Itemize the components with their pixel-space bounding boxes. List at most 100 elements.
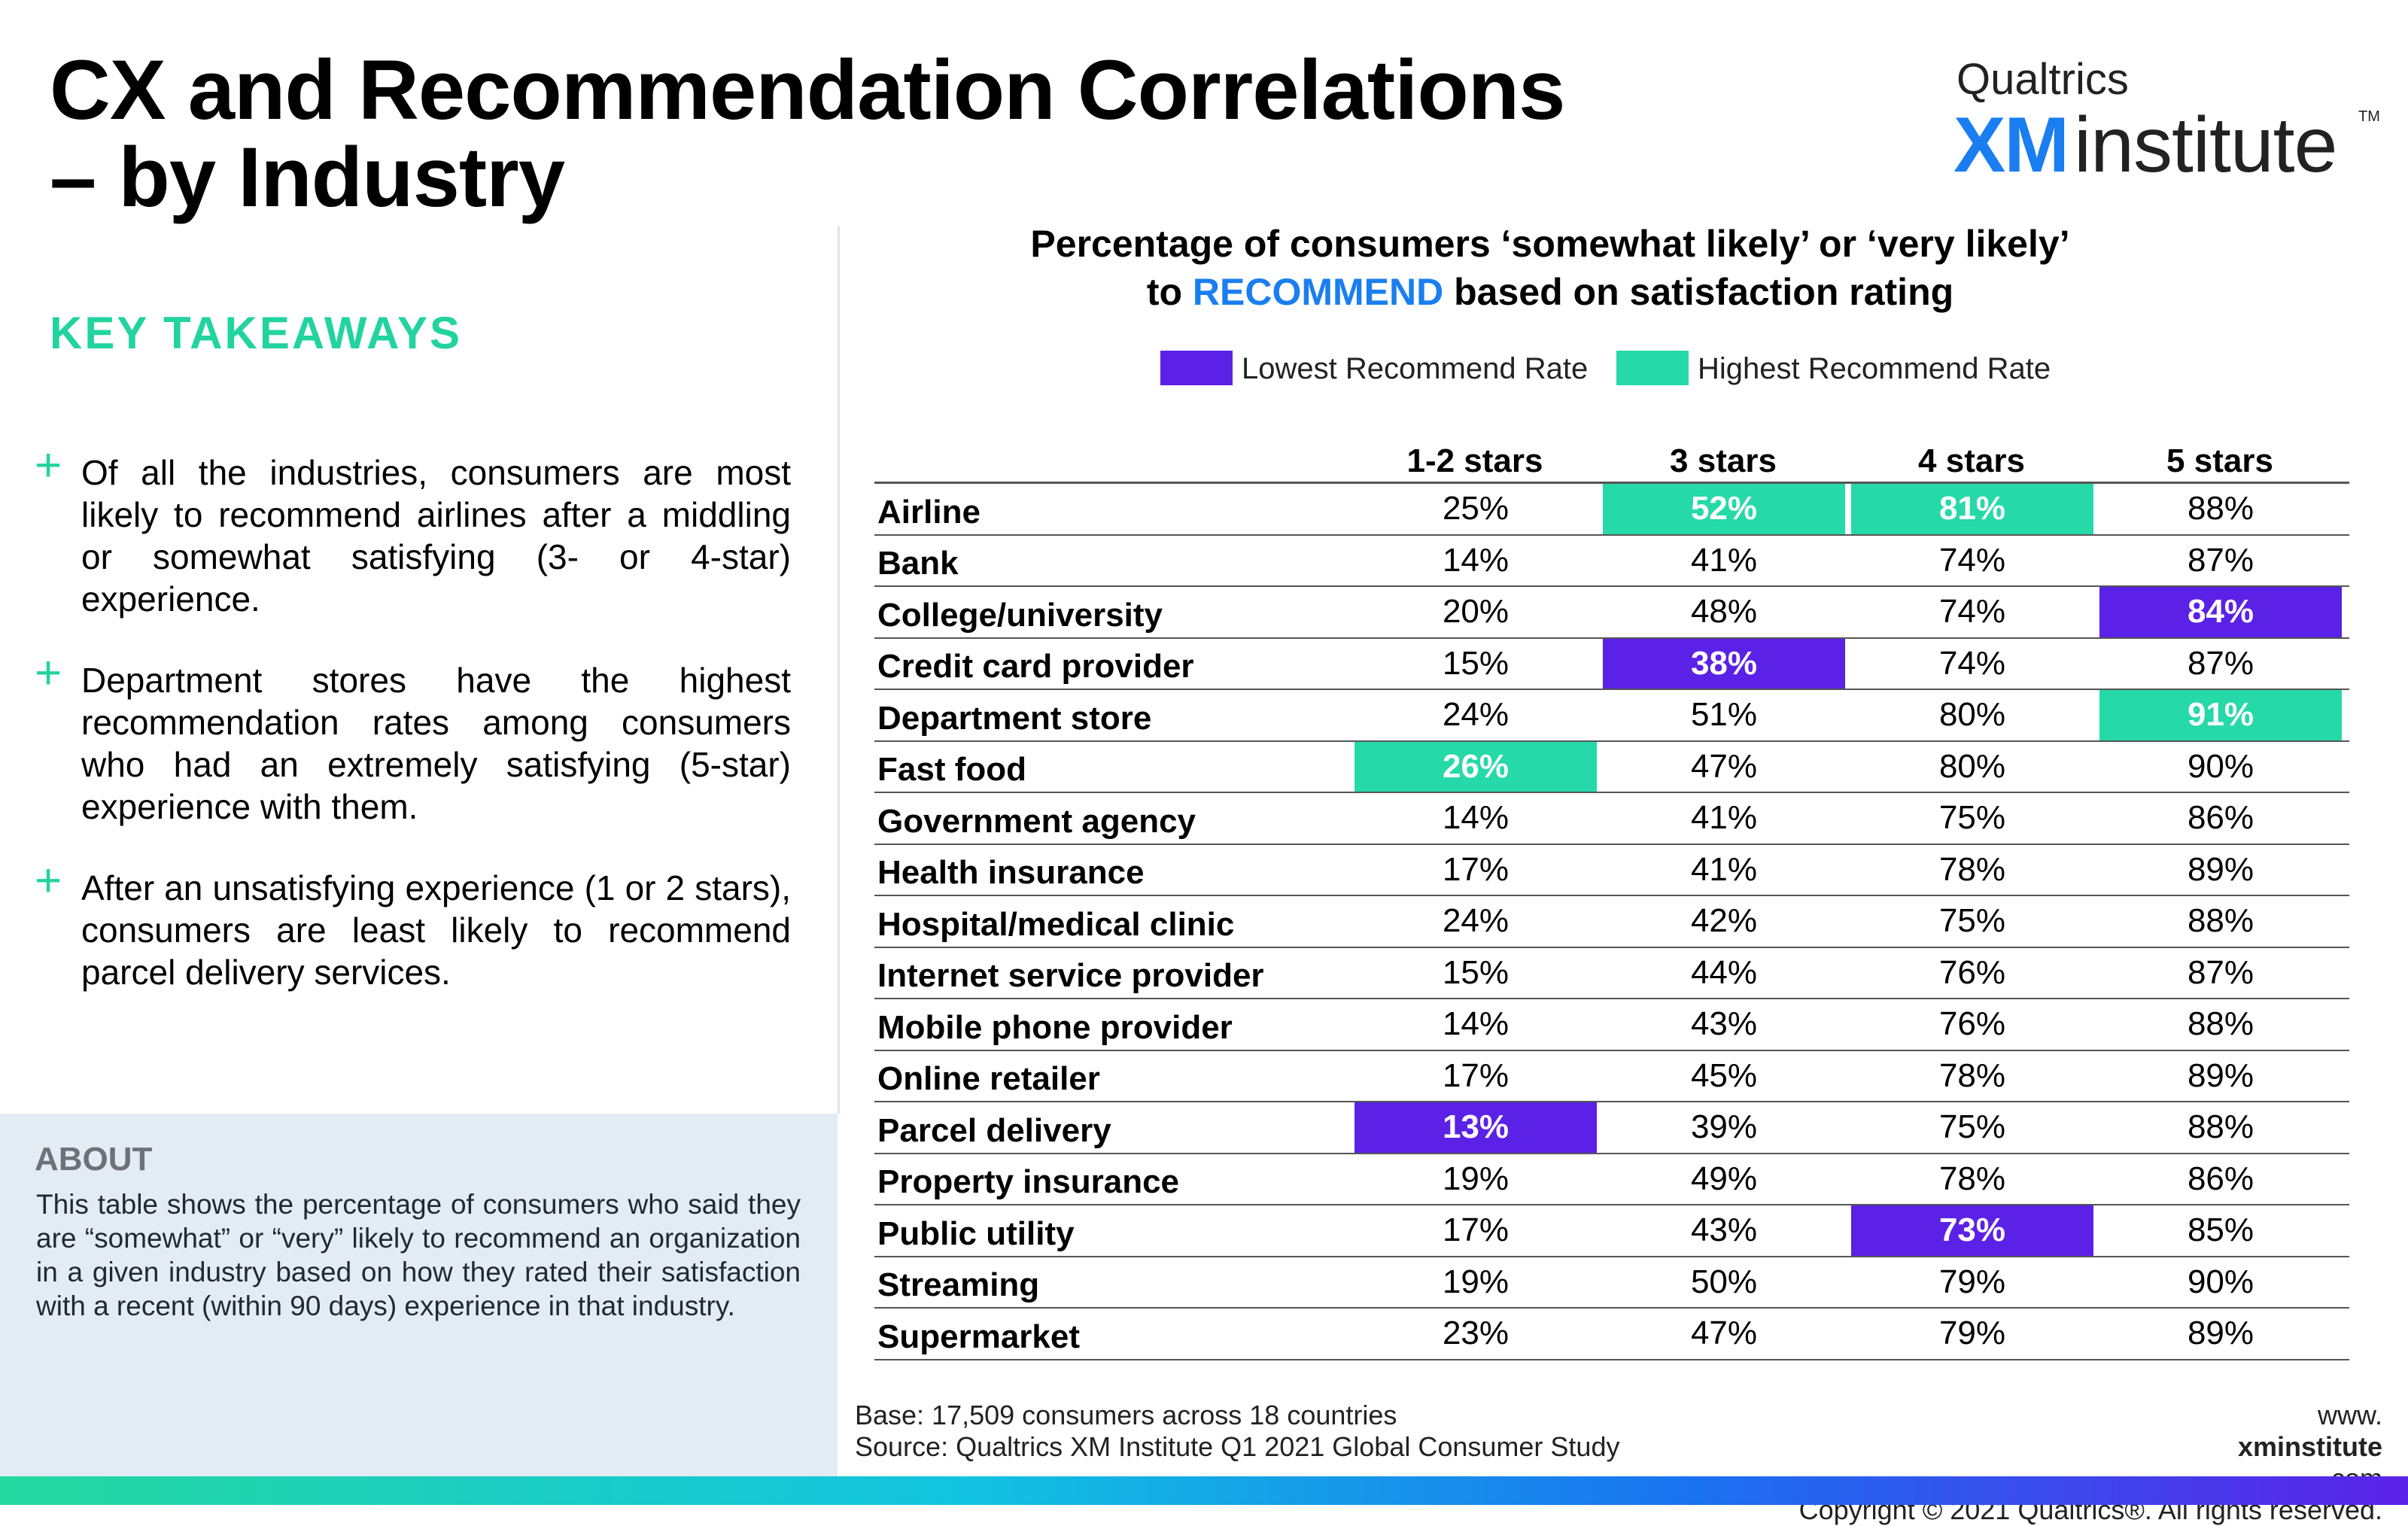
industry-label: Mobile phone provider xyxy=(877,1008,1233,1046)
table-cell-highest: 52% xyxy=(1603,484,1845,534)
table-cell: 41% xyxy=(1690,541,1758,579)
table-cell: 17% xyxy=(1442,1211,1510,1248)
table-cell-lowest: 38% xyxy=(1603,638,1845,689)
table-cell: 88% xyxy=(2187,1108,2254,1145)
key-takeaways-list: + Of all the industries, consumers are m… xyxy=(35,442,791,1032)
table-title-pre: to xyxy=(1146,271,1193,313)
plus-icon: + xyxy=(35,855,62,907)
industry-label: Government agency xyxy=(877,802,1196,840)
table-cell: 41% xyxy=(1690,799,1758,836)
table-row: Hospital/medical clinic 24% 42% 75% 88% xyxy=(874,896,2349,948)
table-cell-highest: 26% xyxy=(1354,741,1597,792)
gradient-footer-bar xyxy=(0,1476,2408,1505)
table-cell: 74% xyxy=(1938,541,2006,579)
table-cell: 78% xyxy=(1938,1056,2006,1094)
table-cell: 20% xyxy=(1442,593,1510,630)
key-takeaways-heading: KEY TAKEAWAYS xyxy=(50,308,463,358)
industry-label: Health insurance xyxy=(877,854,1145,891)
table-cell: 45% xyxy=(1690,1056,1758,1094)
table-cell-lowest: 13% xyxy=(1354,1102,1597,1153)
takeaway-text: Department stores have the highest recom… xyxy=(81,661,791,826)
table-cell: 90% xyxy=(2187,747,2254,785)
logo-qualtrics-text: Qualtrics xyxy=(1956,55,2129,104)
about-heading: ABOUT xyxy=(35,1141,153,1178)
table-cell: 75% xyxy=(1938,902,2006,939)
table-cell: 17% xyxy=(1442,1056,1510,1094)
table-cell: 48% xyxy=(1690,593,1758,630)
table-cell: 89% xyxy=(2187,1315,2254,1351)
table-cell: 89% xyxy=(2187,850,2254,888)
industry-label: Internet service provider xyxy=(877,957,1264,994)
table-row: Fast food 26% 47% 80% 90% xyxy=(874,741,2349,793)
legend-swatch-lowest xyxy=(1160,351,1233,385)
industry-label: Online retailer xyxy=(877,1060,1100,1097)
table-row: Streaming 19% 50% 79% 90% xyxy=(874,1257,2349,1309)
table-cell: 23% xyxy=(1442,1315,1510,1351)
table-cell: 41% xyxy=(1690,850,1758,888)
industry-label: Supermarket xyxy=(877,1318,1081,1355)
table-cell-highest: 81% xyxy=(1851,484,2093,534)
table-cell: 49% xyxy=(1690,1160,1758,1197)
table-cell: 19% xyxy=(1442,1160,1510,1197)
table-row: Government agency 14% 41% 75% 86% xyxy=(874,793,2349,845)
industry-label: Fast food xyxy=(877,751,1026,788)
industry-label: Property insurance xyxy=(877,1163,1180,1200)
table-title-line1: Percentage of consumers ‘somewhat likely… xyxy=(1030,223,2070,265)
website-domain: xminstitute xyxy=(2237,1431,2382,1462)
industry-label: Hospital/medical clinic xyxy=(877,905,1235,943)
base-note: Base: 17,509 consumers across 18 countri… xyxy=(855,1400,1397,1430)
legend-label-highest: Highest Recommend Rate xyxy=(1698,352,2051,385)
table-row: College/university 20% 48% 74% 84% xyxy=(874,587,2349,639)
page-title-line1: CX and Recommendation Correlations xyxy=(50,43,1565,137)
table-cell: 50% xyxy=(1690,1263,1758,1300)
table-row: Mobile phone provider 14% 43% 76% 88% xyxy=(874,999,2349,1051)
table-cell: 88% xyxy=(2187,490,2254,527)
website-prefix: www. xyxy=(2317,1400,2382,1430)
website-link[interactable]: www.xminstitute.com xyxy=(1799,1400,2382,1494)
table-cell: 86% xyxy=(2187,799,2254,836)
table-cell: 76% xyxy=(1938,1005,2006,1042)
table-row: Parcel delivery 13% 39% 75% 88% xyxy=(874,1102,2349,1154)
table-row: Internet service provider 15% 44% 76% 87% xyxy=(874,948,2349,999)
table-cell: 76% xyxy=(1938,953,2006,991)
table-cell: 47% xyxy=(1690,747,1758,785)
column-header: 3 stars xyxy=(1670,442,1777,479)
table-cell-lowest: 84% xyxy=(2099,587,2342,637)
table-cell: 88% xyxy=(2187,902,2254,939)
table-cell: 78% xyxy=(1938,850,2006,888)
table-cell: 79% xyxy=(1938,1315,2006,1351)
table-cell: 17% xyxy=(1442,850,1510,888)
industry-label: Credit card provider xyxy=(877,648,1194,685)
table-cell: 24% xyxy=(1442,902,1510,939)
table-cell: 87% xyxy=(2187,644,2254,682)
table-cell: 24% xyxy=(1442,696,1510,733)
takeaway-text: After an unsatisfying experience (1 or 2… xyxy=(81,868,791,992)
table-cell: 89% xyxy=(2187,1056,2254,1094)
about-panel: ABOUT This table shows the percentage of… xyxy=(0,1114,838,1476)
logo-xm-text: XM xyxy=(1953,102,2069,189)
table-cell: 74% xyxy=(1938,593,2006,630)
table-cell: 88% xyxy=(2187,1005,2254,1042)
takeaway-item: + Department stores have the highest rec… xyxy=(35,650,791,828)
industry-label: Airline xyxy=(877,493,981,530)
table-title-post: based on satisfaction rating xyxy=(1443,271,1954,313)
table-row: Online retailer 17% 45% 78% 89% xyxy=(874,1051,2349,1102)
column-header: 1-2 stars xyxy=(1406,442,1543,479)
legend-label-lowest: Lowest Recommend Rate xyxy=(1242,352,1589,385)
table-cell: 47% xyxy=(1690,1315,1758,1351)
table-cell: 75% xyxy=(1938,1108,2006,1145)
column-header: 4 stars xyxy=(1918,442,2025,479)
table-row: Health insurance 17% 41% 78% 89% xyxy=(874,845,2349,896)
table-cell: 87% xyxy=(2187,541,2254,579)
copyright-block: www.xminstitute.com Copyright © 2021 Qua… xyxy=(1799,1400,2382,1526)
table-title-highlight: RECOMMEND xyxy=(1192,271,1444,313)
table-title: Percentage of consumers ‘somewhat likely… xyxy=(903,220,2197,316)
table-cell: 44% xyxy=(1690,953,1758,991)
table-row: Supermarket 23% 47% 79% 89% xyxy=(874,1309,2349,1360)
table-cell: 86% xyxy=(2187,1160,2254,1197)
table-cell: 14% xyxy=(1442,799,1510,836)
takeaway-item: + Of all the industries, consumers are m… xyxy=(35,442,791,620)
takeaway-item: + After an unsatisfying experience (1 or… xyxy=(35,858,791,993)
footnote: Base: 17,509 consumers across 18 countri… xyxy=(855,1400,1619,1463)
industry-label: Department store xyxy=(877,699,1152,737)
